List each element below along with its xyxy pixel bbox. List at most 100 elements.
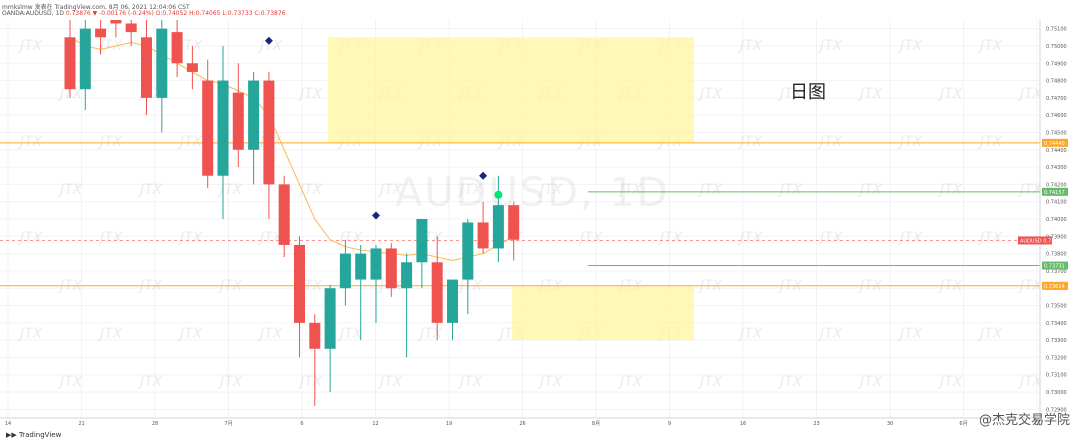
diamond-marker bbox=[264, 36, 273, 45]
watermark-text: JTX bbox=[57, 374, 83, 390]
time-tick-label: 30 bbox=[887, 421, 893, 427]
watermark-text: JTX bbox=[137, 374, 163, 390]
watermark-text: JTX bbox=[1017, 182, 1043, 198]
candle-body bbox=[95, 28, 107, 38]
watermark-text: JTX bbox=[97, 134, 123, 150]
price-tick-label: 0.73400 bbox=[1046, 321, 1067, 327]
watermark-text: JTX bbox=[377, 182, 403, 198]
time-tick-label: 6 bbox=[300, 421, 303, 427]
time-tick-label: 28 bbox=[152, 421, 158, 427]
price-tag bbox=[1018, 236, 1052, 245]
watermark-text: JTX bbox=[817, 134, 843, 150]
price-tick-label: 0.74100 bbox=[1046, 200, 1067, 206]
price-tick-label: 0.75000 bbox=[1046, 44, 1067, 50]
price-tag-label: AUDUSD 0.73876 bbox=[1020, 238, 1064, 244]
watermark-text: JTX bbox=[297, 374, 323, 390]
price-tag bbox=[1042, 187, 1068, 196]
supply-zone bbox=[328, 37, 694, 143]
watermark-text: JTX bbox=[177, 230, 203, 246]
watermark-text: JTX bbox=[977, 326, 1003, 342]
price-tick-label: 0.74600 bbox=[1046, 113, 1067, 119]
watermark-text: JTX bbox=[297, 86, 323, 102]
candle-body bbox=[141, 37, 152, 98]
watermark-text: JTX bbox=[817, 38, 843, 54]
watermark-text: JTX bbox=[937, 374, 963, 390]
signal-markers bbox=[264, 36, 503, 220]
price-tick-label: 0.73300 bbox=[1046, 338, 1067, 344]
candle-body bbox=[294, 244, 305, 323]
diamond-marker bbox=[479, 171, 488, 180]
price-tick-label: 0.75100 bbox=[1046, 27, 1067, 33]
price-tick-label: 0.73000 bbox=[1046, 390, 1067, 396]
watermark-text: JTX bbox=[297, 182, 323, 198]
candle-body bbox=[355, 253, 367, 280]
watermark-text: JTX bbox=[737, 326, 763, 342]
price-tick-label: 0.74200 bbox=[1046, 182, 1067, 188]
price-tick-label: 0.73700 bbox=[1046, 269, 1067, 275]
watermark-text: JTX bbox=[577, 230, 603, 246]
watermark-text: JTX bbox=[617, 374, 643, 390]
watermark-text: JTX bbox=[217, 182, 243, 198]
price-tag-label: 0.73614 bbox=[1044, 284, 1065, 290]
watermark-text: JTX bbox=[897, 230, 923, 246]
watermark-text: JTX bbox=[777, 374, 803, 390]
price-tick-label: 0.73500 bbox=[1046, 304, 1067, 310]
price-tick-label: 0.74700 bbox=[1046, 96, 1067, 102]
candle-body bbox=[447, 279, 458, 323]
watermark-text: JTX bbox=[177, 134, 203, 150]
brand-watermark: @杰克交易学院 bbox=[978, 413, 1070, 428]
price-tag bbox=[1042, 281, 1068, 290]
watermark-text: JTX bbox=[697, 374, 723, 390]
price-tick-label: 0.72900 bbox=[1046, 407, 1067, 413]
watermark-text: JTX bbox=[177, 38, 203, 54]
price-tick-label: 0.74400 bbox=[1046, 148, 1067, 154]
price-tick-label: 0.73900 bbox=[1046, 234, 1067, 240]
watermark-text: JTX bbox=[17, 134, 43, 150]
watermark-text: JTX bbox=[337, 230, 363, 246]
candle-body bbox=[217, 80, 229, 176]
circle-marker bbox=[494, 190, 503, 199]
watermark-text: JTX bbox=[17, 230, 43, 246]
price-tick-label: 0.74900 bbox=[1046, 61, 1067, 67]
watermark-text: JTX bbox=[97, 230, 123, 246]
time-tick-label: 12 bbox=[372, 421, 378, 427]
candle-body bbox=[339, 253, 351, 289]
candle-body bbox=[370, 248, 382, 280]
watermark-text: JTX bbox=[1017, 86, 1043, 102]
watermark-text: JTX bbox=[857, 182, 883, 198]
watermark-text: JTX bbox=[537, 182, 563, 198]
candle-body bbox=[79, 28, 91, 90]
tradingview-logo[interactable]: ▶▶ TradingView bbox=[6, 431, 61, 439]
candle-body bbox=[64, 37, 76, 90]
watermark-text: JTX bbox=[337, 326, 363, 342]
watermark-text: JTX bbox=[1017, 374, 1043, 390]
watermark-text: JTX bbox=[737, 134, 763, 150]
watermark-text: JTX bbox=[937, 182, 963, 198]
time-tick-label: 16 bbox=[740, 421, 746, 427]
watermark-text: JTX bbox=[97, 326, 123, 342]
candle-body bbox=[171, 32, 183, 64]
price-tick-label: 0.73100 bbox=[1046, 373, 1067, 379]
watermark-text: JTX bbox=[977, 134, 1003, 150]
watermark-text: JTX bbox=[657, 230, 683, 246]
diamond-marker bbox=[372, 211, 380, 220]
supply-demand-zones bbox=[328, 37, 694, 341]
time-tick-label: 7月 bbox=[224, 421, 232, 427]
candle-body bbox=[232, 92, 244, 150]
candle-body bbox=[263, 80, 275, 185]
watermark-text: JTX bbox=[377, 374, 403, 390]
demand-zone bbox=[512, 286, 694, 341]
watermark-text: JTX bbox=[217, 374, 243, 390]
price-tick-label: 0.74000 bbox=[1046, 217, 1067, 223]
time-tick-label: 9 bbox=[668, 421, 671, 427]
price-levels bbox=[0, 142, 1040, 287]
tradingview-logo-icon: ▶▶ bbox=[6, 431, 19, 439]
period-label: 日图 bbox=[790, 82, 826, 103]
candle-body bbox=[309, 322, 321, 349]
watermark-text: JTX bbox=[177, 326, 203, 342]
time-tick-label: 14 bbox=[5, 421, 11, 427]
watermark-text: JTX bbox=[737, 230, 763, 246]
candle-body bbox=[385, 248, 397, 289]
price-tick-label: 0.74300 bbox=[1046, 165, 1067, 171]
